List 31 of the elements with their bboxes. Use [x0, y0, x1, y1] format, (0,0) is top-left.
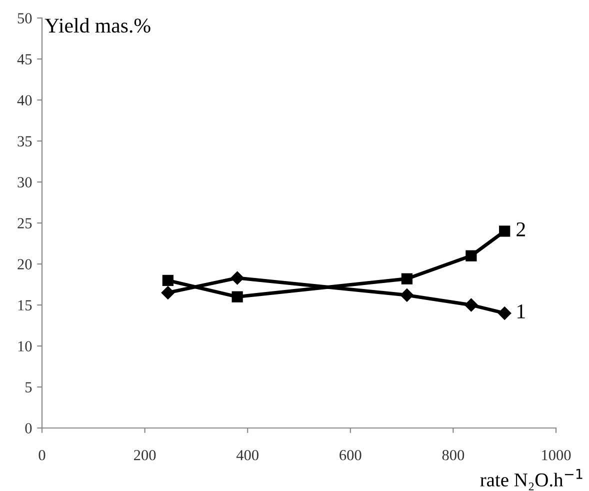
x-tick-label: 0 — [38, 450, 46, 460]
point — [230, 271, 244, 285]
point — [162, 274, 174, 286]
x-tick-label: 600 — [340, 450, 362, 460]
point — [161, 286, 175, 300]
point — [498, 306, 512, 320]
y-tick-label: 5 — [26, 382, 32, 392]
series-label: 1 — [518, 304, 525, 318]
y-tick-label: 15 — [18, 300, 32, 310]
y-axis-title: Yield mas.% — [44, 18, 150, 33]
y-tick-label: 20 — [18, 259, 32, 270]
y-tick-label: 0 — [25, 423, 32, 434]
y-tick-label: 45 — [17, 54, 32, 64]
y-tick-label: 40 — [17, 95, 32, 106]
point — [464, 298, 478, 312]
x-tick-label: 400 — [236, 450, 258, 460]
point — [466, 250, 477, 262]
x-tick-label: 200 — [134, 450, 156, 460]
x-axis-title: rate N₂O.h$^{−1}$ — [480, 468, 582, 490]
y-tick-label: 30 — [18, 177, 32, 188]
y-tick-label: 35 — [18, 136, 32, 146]
point — [401, 273, 412, 284]
y-tick-label: 10 — [18, 341, 32, 352]
point — [499, 226, 510, 237]
x-tick-label: 1000 — [542, 450, 571, 460]
series-label: 2 — [516, 222, 525, 236]
x-tick-label: 800 — [442, 450, 464, 460]
y-tick-label: 25 — [18, 218, 32, 228]
point — [400, 288, 414, 302]
point — [232, 291, 243, 302]
y-tick-label: 50 — [18, 13, 32, 24]
